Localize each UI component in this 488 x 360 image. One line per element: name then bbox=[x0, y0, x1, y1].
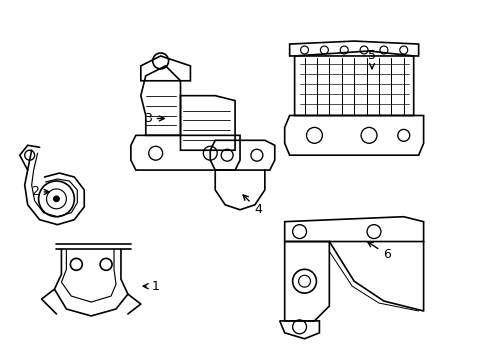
Text: 3: 3 bbox=[143, 112, 164, 125]
Text: 5: 5 bbox=[367, 49, 375, 69]
Text: 6: 6 bbox=[367, 242, 390, 261]
Circle shape bbox=[53, 196, 60, 202]
Text: 4: 4 bbox=[243, 195, 261, 216]
Text: 2: 2 bbox=[31, 185, 49, 198]
Text: 1: 1 bbox=[143, 280, 159, 293]
